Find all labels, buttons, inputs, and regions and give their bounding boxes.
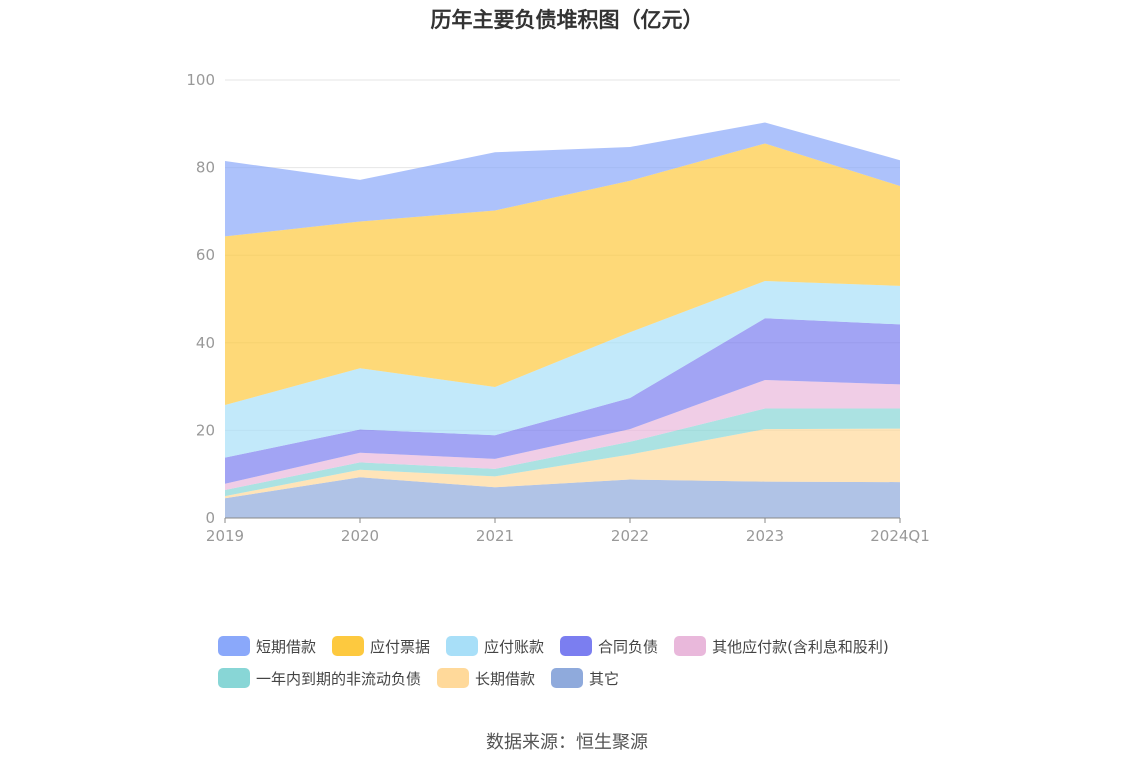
chart-title: 历年主要负债堆积图（亿元） bbox=[430, 8, 704, 32]
y-tick-label: 20 bbox=[196, 421, 215, 439]
legend-label: 应付票据 bbox=[370, 637, 431, 656]
legend-row-2: 一年内到期的非流动负债 长期借款 其它 bbox=[218, 662, 938, 694]
legend-item-other-payables[interactable]: 其他应付款(含利息和股利) bbox=[674, 636, 889, 657]
area-series bbox=[225, 122, 900, 237]
legend-label: 其他应付款(含利息和股利) bbox=[712, 637, 889, 656]
legend-swatch bbox=[437, 668, 470, 688]
x-tick-label: 2022 bbox=[611, 527, 649, 545]
legend-label: 合同负债 bbox=[598, 637, 659, 656]
y-tick-label: 40 bbox=[196, 334, 215, 352]
data-source: 数据来源：恒生聚源 bbox=[486, 732, 648, 753]
y-tick-label: 60 bbox=[196, 246, 215, 264]
legend-swatch bbox=[218, 636, 250, 656]
legend-label: 应付账款 bbox=[484, 637, 545, 656]
area-series bbox=[225, 380, 900, 490]
legend-swatch bbox=[332, 636, 365, 656]
y-tick-label: 100 bbox=[186, 71, 215, 89]
area-series bbox=[225, 143, 900, 405]
area-series bbox=[225, 477, 900, 518]
legend-swatch bbox=[218, 668, 250, 688]
legend-item-current-noncurrent-liabilities[interactable]: 一年内到期的非流动负债 bbox=[218, 668, 421, 689]
legend-swatch bbox=[560, 636, 593, 656]
legend-item-contract-liabilities[interactable]: 合同负债 bbox=[560, 636, 658, 657]
x-tick-label: 2023 bbox=[746, 527, 784, 545]
x-tick-label: 2021 bbox=[476, 527, 514, 545]
y-tick-label: 80 bbox=[196, 159, 215, 177]
legend-label: 长期借款 bbox=[475, 669, 536, 688]
legend-label: 其它 bbox=[589, 669, 620, 688]
legend-swatch bbox=[446, 636, 479, 656]
area-series bbox=[225, 428, 900, 499]
legend-item-notes-payable[interactable]: 应付票据 bbox=[332, 636, 430, 657]
legend-swatch bbox=[674, 636, 707, 656]
legend-item-long-term-loans[interactable]: 长期借款 bbox=[437, 668, 535, 689]
x-tick-label: 2024Q1 bbox=[870, 527, 930, 545]
area-series bbox=[225, 408, 900, 497]
x-tick-label: 2020 bbox=[341, 527, 379, 545]
legend-row-1: 短期借款 应付票据 应付账款 合同负债 其他应付款(含利息和股利) bbox=[218, 630, 938, 662]
legend-item-other[interactable]: 其它 bbox=[551, 668, 619, 689]
area-series bbox=[225, 281, 900, 458]
y-tick-label: 0 bbox=[205, 509, 215, 527]
x-tick-label: 2019 bbox=[206, 527, 244, 545]
legend: 短期借款 应付票据 应付账款 合同负债 其他应付款(含利息和股利) 一年内到期的… bbox=[218, 630, 938, 694]
stacked-area-chart: 0 20 40 60 80 100 2019 2020 2021 2022 2023 2024Q1 bbox=[186, 71, 930, 545]
legend-label: 短期借款 bbox=[256, 637, 317, 656]
area-series bbox=[225, 318, 900, 484]
legend-label: 一年内到期的非流动负债 bbox=[256, 669, 422, 688]
legend-swatch bbox=[551, 668, 584, 688]
legend-item-accounts-payable[interactable]: 应付账款 bbox=[446, 636, 544, 657]
legend-item-short-term-loans[interactable]: 短期借款 bbox=[218, 636, 316, 657]
